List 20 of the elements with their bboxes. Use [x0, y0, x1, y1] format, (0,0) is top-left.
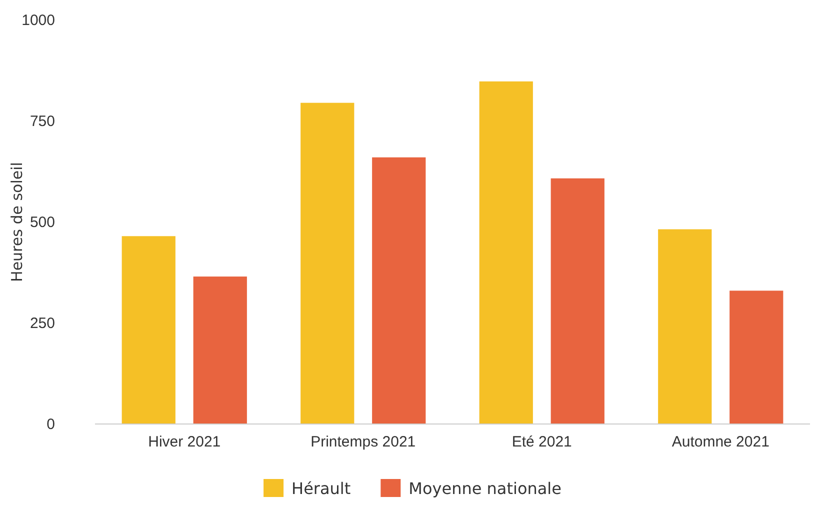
- x-tick-label: Hiver 2021: [148, 434, 221, 451]
- bar: [372, 157, 426, 424]
- bar: [122, 236, 176, 424]
- x-tick-label: Automne 2021: [672, 434, 770, 451]
- x-tick-label: Eté 2021: [512, 434, 572, 451]
- y-axis-title: Heures de soleil: [8, 162, 26, 282]
- y-tick-label: 500: [30, 214, 55, 231]
- x-tick-label: Printemps 2021: [310, 434, 416, 451]
- y-tick-label: 250: [30, 314, 55, 332]
- bar: [658, 229, 712, 424]
- legend-label: Hérault: [292, 479, 351, 498]
- y-tick-label: 1000: [22, 12, 55, 29]
- bar: [550, 178, 604, 424]
- legend-label: Moyenne nationale: [408, 479, 562, 498]
- bar: [300, 102, 354, 424]
- bar: [193, 276, 247, 424]
- y-tick-label: 750: [30, 112, 55, 130]
- bar: [479, 81, 533, 424]
- bar: [730, 290, 784, 424]
- y-tick-label: 0: [46, 416, 55, 433]
